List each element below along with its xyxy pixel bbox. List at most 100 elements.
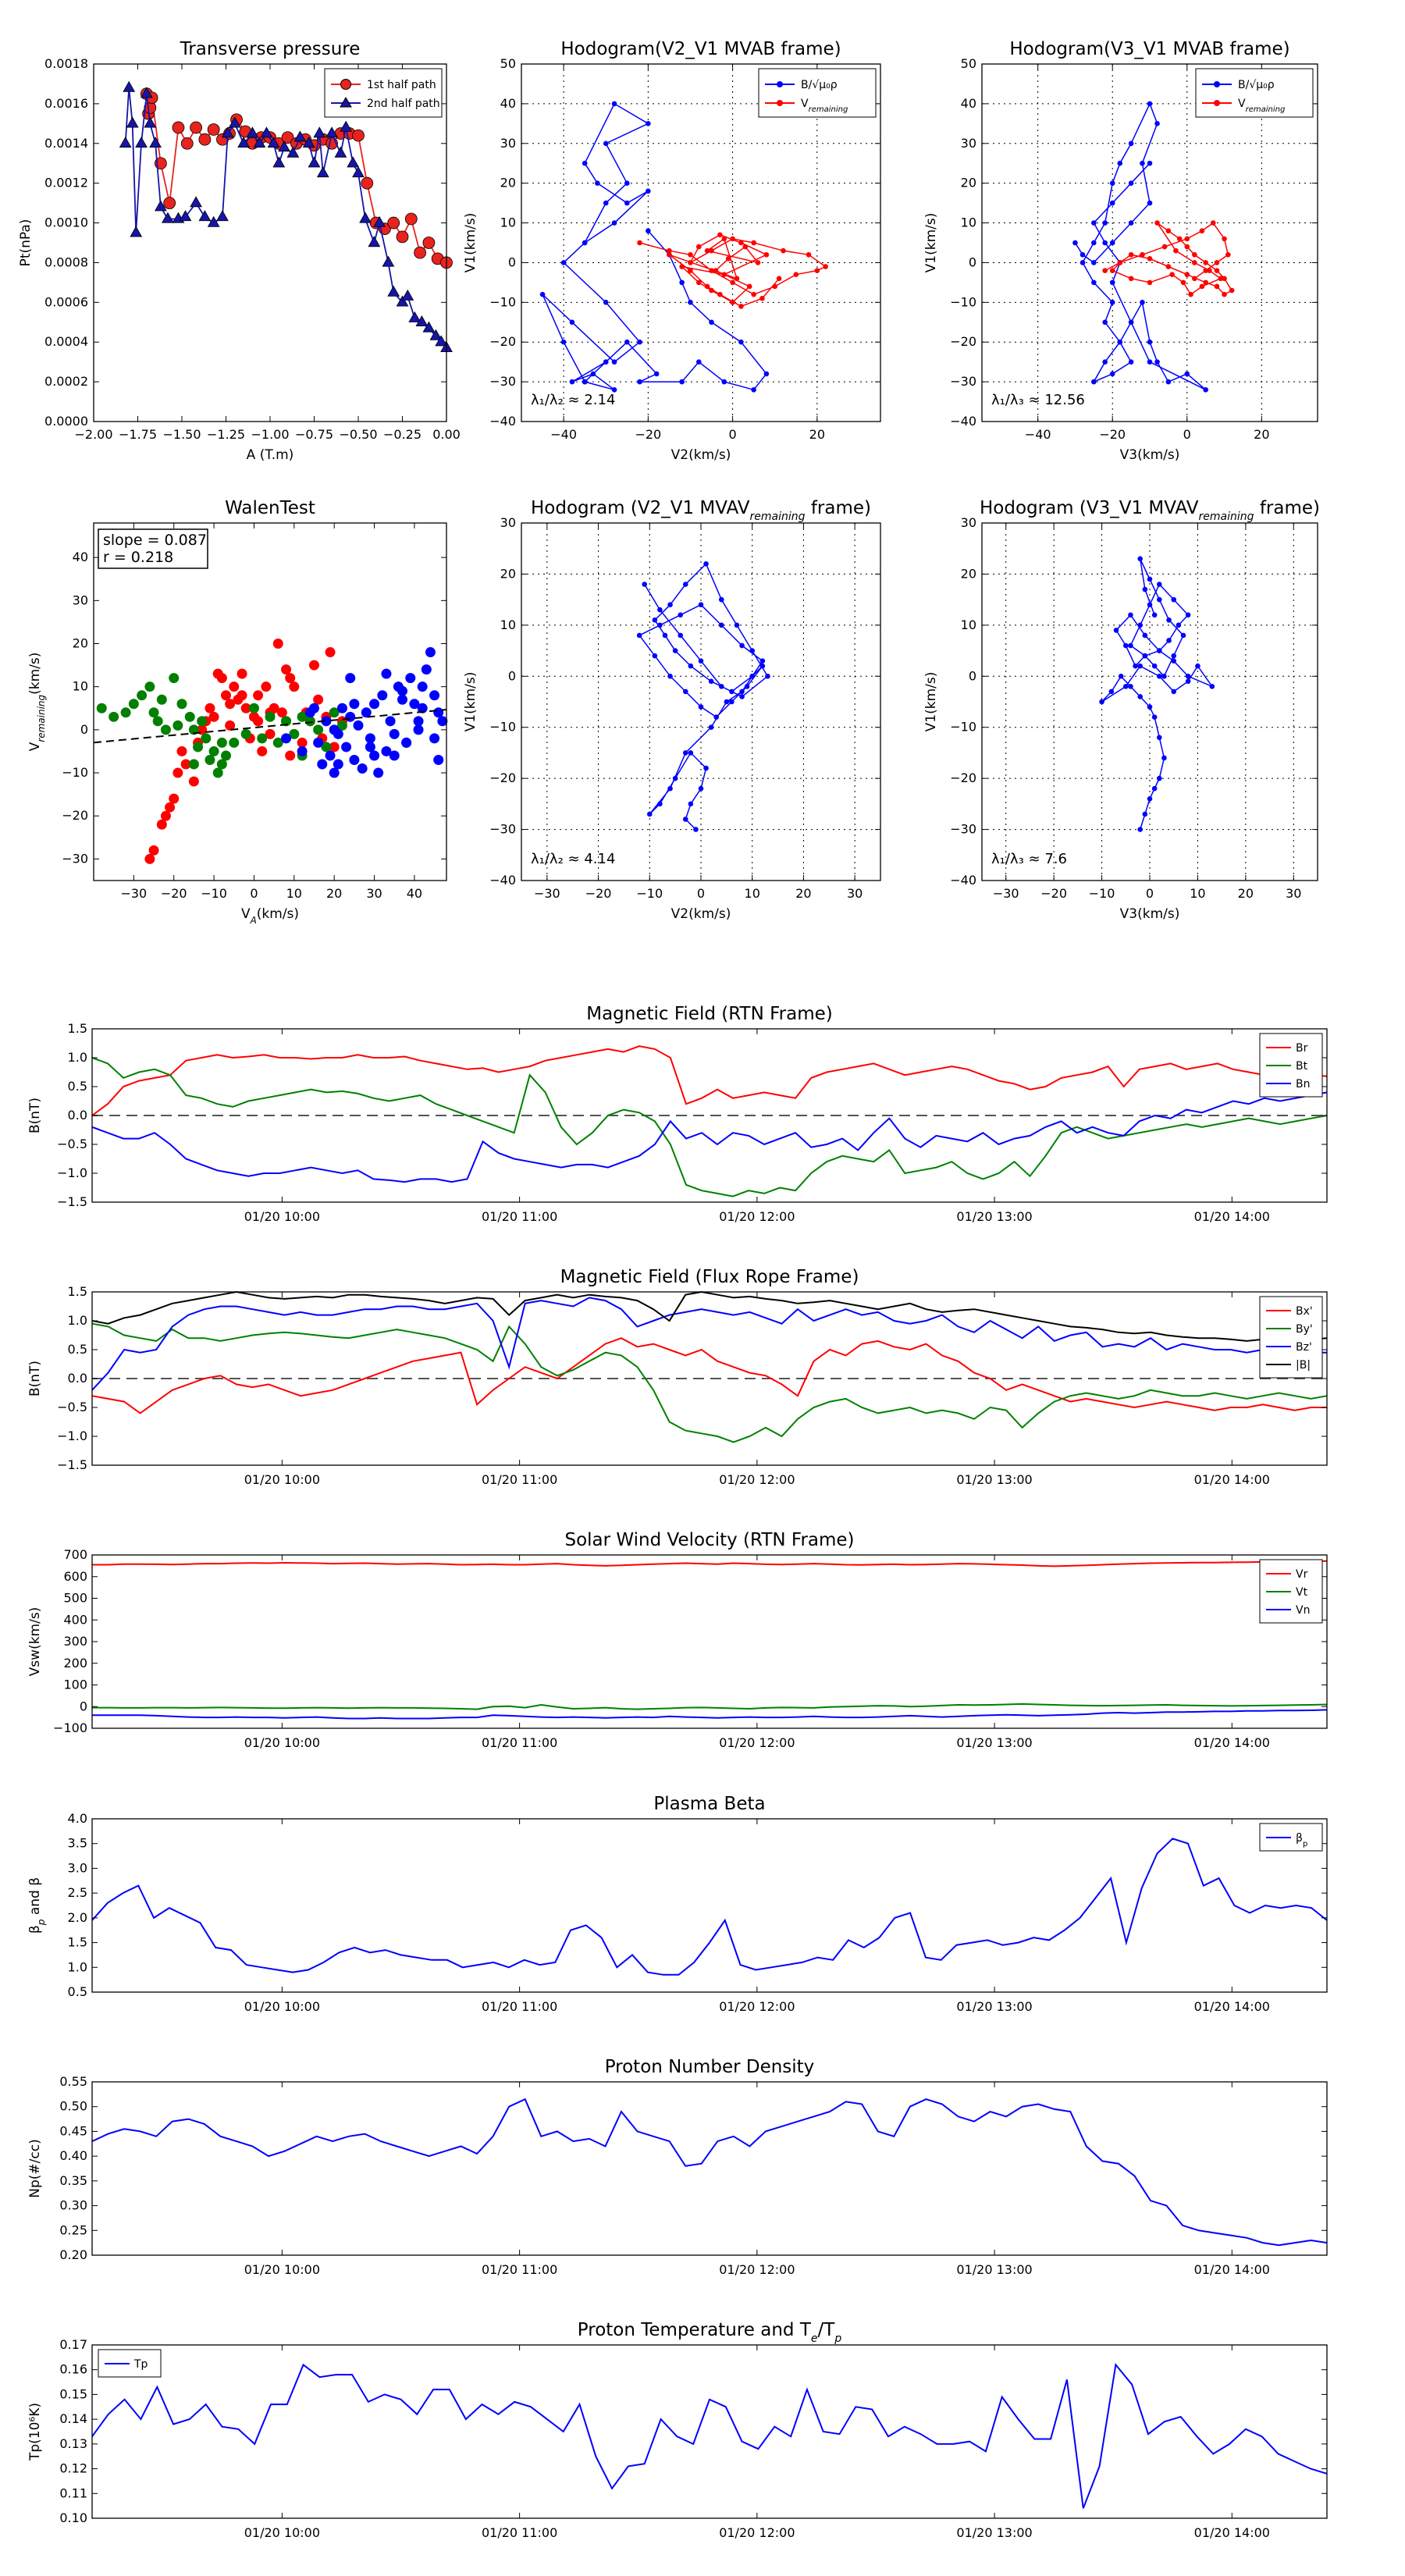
legend-part: remaining — [1246, 105, 1286, 114]
data-point — [1209, 684, 1215, 689]
y-axis-label: Tp(10⁶K) — [27, 2403, 43, 2461]
data-point — [357, 763, 368, 774]
data-point — [718, 684, 724, 689]
data-point — [221, 690, 231, 701]
x-tick-label: 30 — [366, 886, 382, 901]
data-point — [1156, 582, 1162, 587]
x-tick-label: 30 — [847, 886, 863, 901]
data-point — [1128, 180, 1134, 186]
data-point — [336, 720, 347, 731]
title-part: /T — [818, 2320, 836, 2340]
x-tick-label: 01/20 13:00 — [956, 1999, 1032, 2014]
data-point — [329, 707, 340, 718]
y-tick-label: 0.50 — [59, 2099, 87, 2114]
y-tick-label: 0 — [80, 722, 88, 737]
plot-frame — [521, 63, 881, 422]
eigenvalue-ratio-annotation: λ₁/λ₃ ≈ 12.56 — [991, 392, 1085, 408]
eigenvalue-ratio-annotation: λ₁/λ₂ ≈ 2.14 — [531, 392, 615, 408]
data-point — [695, 279, 702, 286]
data-point — [417, 681, 428, 692]
data-point — [1137, 827, 1144, 832]
data-point — [415, 315, 429, 326]
data-point — [1185, 673, 1191, 679]
data-point — [154, 200, 167, 212]
data-point — [359, 212, 372, 223]
data-point — [208, 711, 219, 722]
data-point — [667, 602, 673, 607]
legend-label: Vremaining — [801, 98, 848, 114]
data-point — [293, 130, 307, 142]
legend-label: Vremaining — [1238, 98, 1285, 114]
data-point — [240, 728, 251, 739]
data-point — [108, 711, 119, 722]
series-line-Bn — [91, 1091, 1328, 1183]
data-point — [1102, 359, 1108, 365]
label-part: V2(km/s) — [671, 906, 731, 922]
legend-marker — [340, 97, 352, 108]
data-point — [1171, 658, 1177, 664]
y-tick-label: 300 — [63, 1634, 87, 1649]
data-point — [144, 681, 155, 692]
y-tick-label: 0.0014 — [44, 136, 88, 151]
y-axis-label: V1(km/s) — [923, 672, 939, 732]
data-point — [667, 247, 672, 254]
data-point — [682, 817, 688, 822]
data-point — [611, 220, 617, 226]
data-point — [793, 272, 799, 278]
data-point — [765, 673, 770, 679]
chart-hodogram-v2-mvab: −40 −20 0 20 −40 −30 −20 −10 0 10 20 30 40 50 Hodogram… — [463, 39, 881, 463]
data-point — [595, 180, 600, 186]
series-line-B/√μ₀ρ — [1074, 101, 1207, 390]
data-point — [1109, 180, 1115, 186]
data-point — [814, 268, 820, 273]
chart-hodogram-v2-mvav: −30 −20 −10 0 10 20 30 −40 −30 −20 −10 0 10 20 30 Hodog… — [463, 498, 881, 922]
label-part: V1(km/s) — [923, 672, 939, 732]
data-point — [281, 716, 292, 727]
y-tick-label: 4.0 — [68, 1811, 87, 1826]
data-point — [169, 793, 180, 804]
x-tick-label: 0 — [1146, 886, 1154, 901]
data-point — [401, 737, 412, 748]
x-tick-label: −10 — [201, 886, 227, 901]
x-tick-label: 01/20 14:00 — [1194, 1209, 1270, 1224]
chart-plasma-beta: 01/20 10:00 01/20 11:00 01/20 12:00 01/20 1… — [27, 1794, 1328, 2014]
x-axis-label: A (T.m) — [247, 447, 294, 463]
eigenvalue-ratio-annotation: λ₁/λ₃ ≈ 7.6 — [991, 851, 1067, 867]
x-tick-label: −40 — [1025, 427, 1051, 442]
y-tick-label: 600 — [63, 1569, 87, 1584]
data-point — [373, 215, 386, 227]
data-point — [746, 283, 752, 290]
data-point — [759, 658, 766, 664]
data-point — [246, 126, 259, 138]
y-tick-label: 10 — [500, 215, 516, 230]
x-tick-label: 10 — [1190, 886, 1205, 901]
plot-frame — [91, 1028, 1328, 1203]
series-line-Br — [91, 1045, 1328, 1116]
data-point — [333, 759, 343, 770]
y-tick-label: 0.0016 — [44, 96, 88, 111]
data-point — [763, 251, 770, 258]
data-point — [1147, 160, 1153, 166]
chart-title: Proton Temperature and Te/Tp — [578, 2320, 842, 2345]
y-axis-label: Vsw(km/s) — [27, 1607, 43, 1677]
data-point — [667, 785, 673, 792]
data-point — [652, 653, 658, 659]
data-point — [1109, 279, 1115, 286]
data-point — [179, 210, 192, 222]
x-tick-label: 0 — [697, 886, 705, 901]
data-point — [1142, 811, 1148, 817]
y-axis-label: B(nT) — [27, 1361, 43, 1397]
data-point — [1128, 251, 1134, 258]
y-tick-label: 0.5 — [68, 1079, 87, 1094]
legend-part: V — [801, 98, 809, 110]
data-point — [688, 268, 693, 273]
data-point — [718, 596, 724, 603]
plot-frame — [91, 1818, 1328, 1993]
x-tick-label: 01/20 13:00 — [956, 2525, 1032, 2540]
data-point — [119, 136, 132, 148]
data-point — [1080, 251, 1086, 258]
data-point — [1203, 260, 1208, 265]
label-part: remaining — [36, 695, 47, 742]
data-point — [184, 711, 195, 722]
data-point — [429, 329, 443, 340]
